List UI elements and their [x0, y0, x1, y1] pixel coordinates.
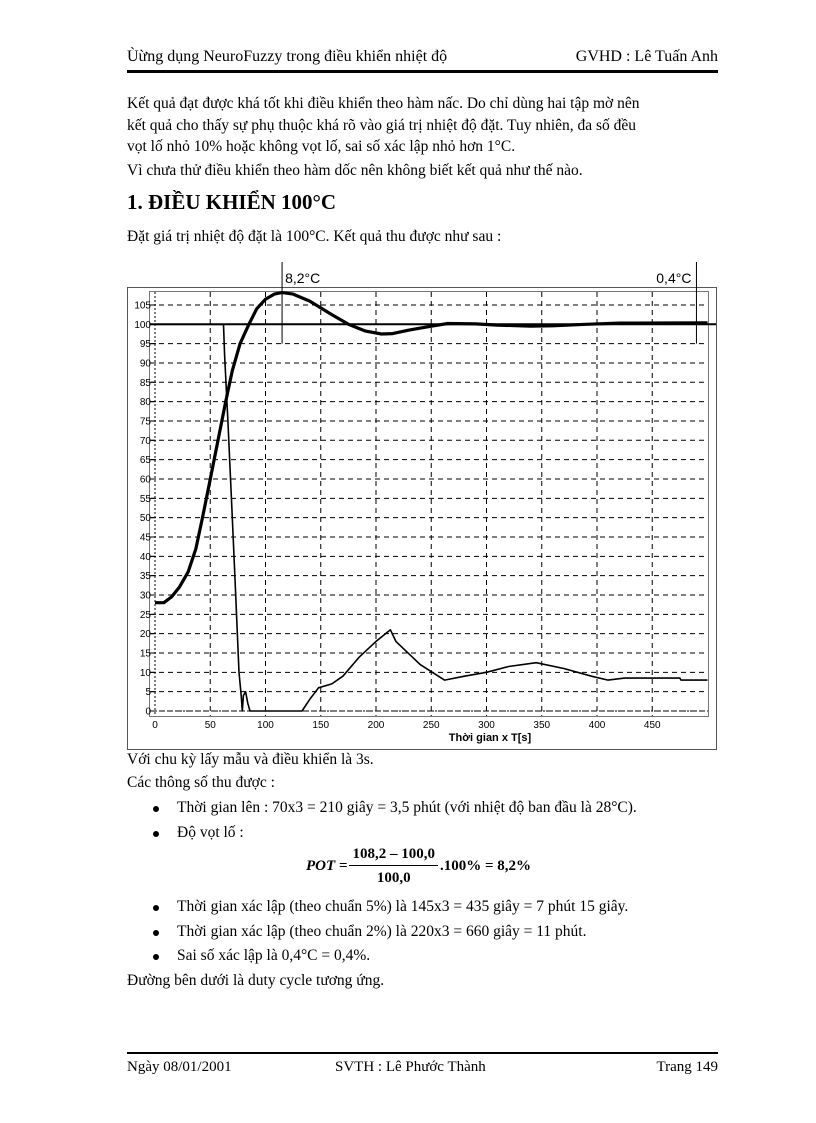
- y-tick-label: 65: [140, 455, 152, 466]
- pot-formula: POT = 108,2 – 100,0 100,0 .100% = 8,2%: [306, 846, 531, 887]
- bullet-overshoot: Độ vọt lố :: [150, 824, 244, 842]
- bullet-steady-error: Sai số xác lập là 0,4°C = 0,4%.: [150, 947, 370, 965]
- x-tick-label: 450: [644, 720, 661, 731]
- y-tick-label: 100: [134, 320, 151, 331]
- bullet-text: Sai số xác lập là 0,4°C = 0,4%.: [177, 947, 371, 964]
- annotation-label: 0,4°C: [656, 270, 691, 286]
- y-tick-label: 10: [140, 668, 152, 679]
- bullet-settling-5: Thời gian xác lập (theo chuẩn 5%) là 145…: [150, 898, 628, 916]
- formula-rhs: .100% = 8,2%: [439, 858, 532, 874]
- y-tick-label: 90: [140, 358, 152, 369]
- y-tick-label: 70: [140, 436, 152, 447]
- y-tick-label: 80: [140, 397, 152, 408]
- y-tick-label: 40: [140, 552, 152, 563]
- intro-line: kết quả cho thấy sự phụ thuộc khá rõ vào…: [127, 117, 637, 134]
- page-header: Ùừng dụng NeuroFuzzy trong điều khiển nh…: [127, 48, 718, 73]
- params-intro: Các thông số thu được :: [127, 774, 275, 791]
- x-axis-label: Thời gian x T[s]: [449, 732, 532, 744]
- section-intro: Đặt giá trị nhiệt độ đặt là 100°C. Kết q…: [127, 228, 502, 245]
- footer-page: Trang 149: [656, 1059, 718, 1075]
- intro-line: Vì chưa thử điều khiển theo hàm dốc nên …: [127, 162, 583, 179]
- annotation-label: 8,2°C: [285, 270, 320, 286]
- footer-student: SVTH : Lê Phước Thành: [335, 1059, 486, 1075]
- bullet-rise-time: Thời gian lên : 70x3 = 210 giây = 3,5 ph…: [150, 799, 637, 817]
- plot-area: [149, 291, 709, 717]
- header-title: Ùừng dụng NeuroFuzzy trong điều khiển nh…: [127, 48, 448, 65]
- page-footer: Ngày 08/01/2001 SVTH : Lê Phước Thành Tr…: [127, 1052, 718, 1084]
- section-title: 1. ĐIỀU KHIỂN 100°C: [127, 190, 337, 214]
- y-tick-label: 50: [140, 513, 152, 524]
- bullet-text: Độ vọt lố :: [177, 824, 244, 841]
- formula-denominator: 100,0: [376, 870, 411, 886]
- x-tick-label: 100: [257, 720, 274, 731]
- y-tick-label: 85: [140, 378, 152, 389]
- formula-numerator: 108,2 – 100,0: [349, 846, 438, 866]
- intro-line: vọt lố nhỏ 10% hoặc không vọt lố, sai số…: [127, 138, 516, 155]
- y-tick-label: 15: [140, 648, 152, 659]
- x-tick-label: 250: [423, 720, 440, 731]
- x-tick-label: 200: [368, 720, 385, 731]
- footer-date: Ngày 08/01/2001: [127, 1059, 232, 1075]
- bullet-text: Thời gian xác lập (theo chuẩn 2%) là 220…: [177, 923, 587, 940]
- y-tick-label: 95: [140, 339, 152, 350]
- closing-line: Đường bên dưới là duty cycle tương ứng.: [127, 972, 385, 989]
- x-tick-label: 350: [533, 720, 550, 731]
- y-tick-label: 0: [145, 707, 151, 718]
- intro-line: Kết quả đạt được khá tốt khi điều khiển …: [127, 95, 640, 112]
- x-tick-label: 400: [589, 720, 606, 731]
- y-tick-label: 45: [140, 532, 152, 543]
- bullet-text: Thời gian lên : 70x3 = 210 giây = 3,5 ph…: [177, 799, 637, 816]
- temperature-chart: 0 50 100 150 200 250 300 350 400 450 0 5 10 15 20 25 30 3…: [127, 262, 717, 750]
- series-temperature: [155, 291, 708, 605]
- x-tick-label: 50: [205, 720, 217, 731]
- bullet-text: Thời gian xác lập (theo chuẩn 5%) là 145…: [177, 898, 629, 915]
- header-advisor: GVHD : Lê Tuấn Anh: [575, 48, 718, 65]
- y-tick-label: 20: [140, 629, 152, 640]
- y-tick-label: 105: [134, 300, 151, 311]
- y-tick-label: 75: [140, 416, 152, 427]
- y-tick-label: 60: [140, 474, 152, 485]
- formula-lhs: POT =: [306, 858, 348, 874]
- y-tick-label: 25: [140, 610, 152, 621]
- y-tick-label: 35: [140, 571, 152, 582]
- series-duty-cycle: [155, 323, 708, 712]
- bullet-settling-2: Thời gian xác lập (theo chuẩn 2%) là 220…: [150, 923, 587, 941]
- y-tick-label: 5: [145, 687, 151, 698]
- x-tick-label: 150: [312, 720, 329, 731]
- y-tick-label: 55: [140, 494, 152, 505]
- y-tick-label: 30: [140, 590, 152, 601]
- sampling-note: Với chu kỳ lấy mẫu và điều khiển là 3s.: [127, 751, 374, 768]
- x-tick-label: 300: [478, 720, 495, 731]
- x-tick-label: 0: [152, 720, 158, 731]
